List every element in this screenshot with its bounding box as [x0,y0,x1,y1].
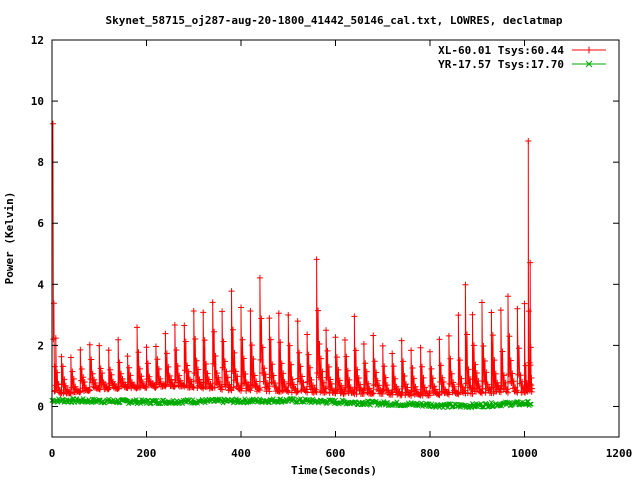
y-tick-label: 0 [37,400,44,413]
plot-series-layer [49,120,536,411]
legend-marker [585,60,593,68]
x-tick-label: 200 [137,447,157,460]
chart-title: Skynet_58715_oj287-aug-20-1800_41442_501… [106,14,563,27]
y-tick-label: 4 [37,278,44,291]
y-axis-ticks: 0 2 4 6 8 10 12 [31,34,619,413]
y-tick-label: 12 [31,34,44,47]
y-tick-label: 2 [37,339,44,352]
x-axis-label: Time(Seconds) [291,464,377,477]
legend-label: YR-17.57 Tsys:17.70 [438,58,564,71]
y-axis-label: Power (Kelvin) [3,192,16,285]
x-axis-ticks: 0 200 400 600 800 1000 1200 [49,40,633,460]
series-yr-markers [49,395,534,411]
x-tick-label: 600 [326,447,346,460]
y-tick-label: 8 [37,156,44,169]
y-tick-label: 6 [37,217,44,230]
x-tick-label: 800 [420,447,440,460]
legend-marker [585,46,593,54]
y-tick-label: 10 [31,95,44,108]
x-tick-label: 0 [49,447,56,460]
series-xl-line [52,123,533,398]
x-tick-label: 1200 [606,447,633,460]
series-xl-markers [49,120,536,399]
x-tick-label: 400 [231,447,251,460]
legend-label: XL-60.01 Tsys:60.44 [438,44,564,57]
x-tick-label: 1000 [511,447,538,460]
